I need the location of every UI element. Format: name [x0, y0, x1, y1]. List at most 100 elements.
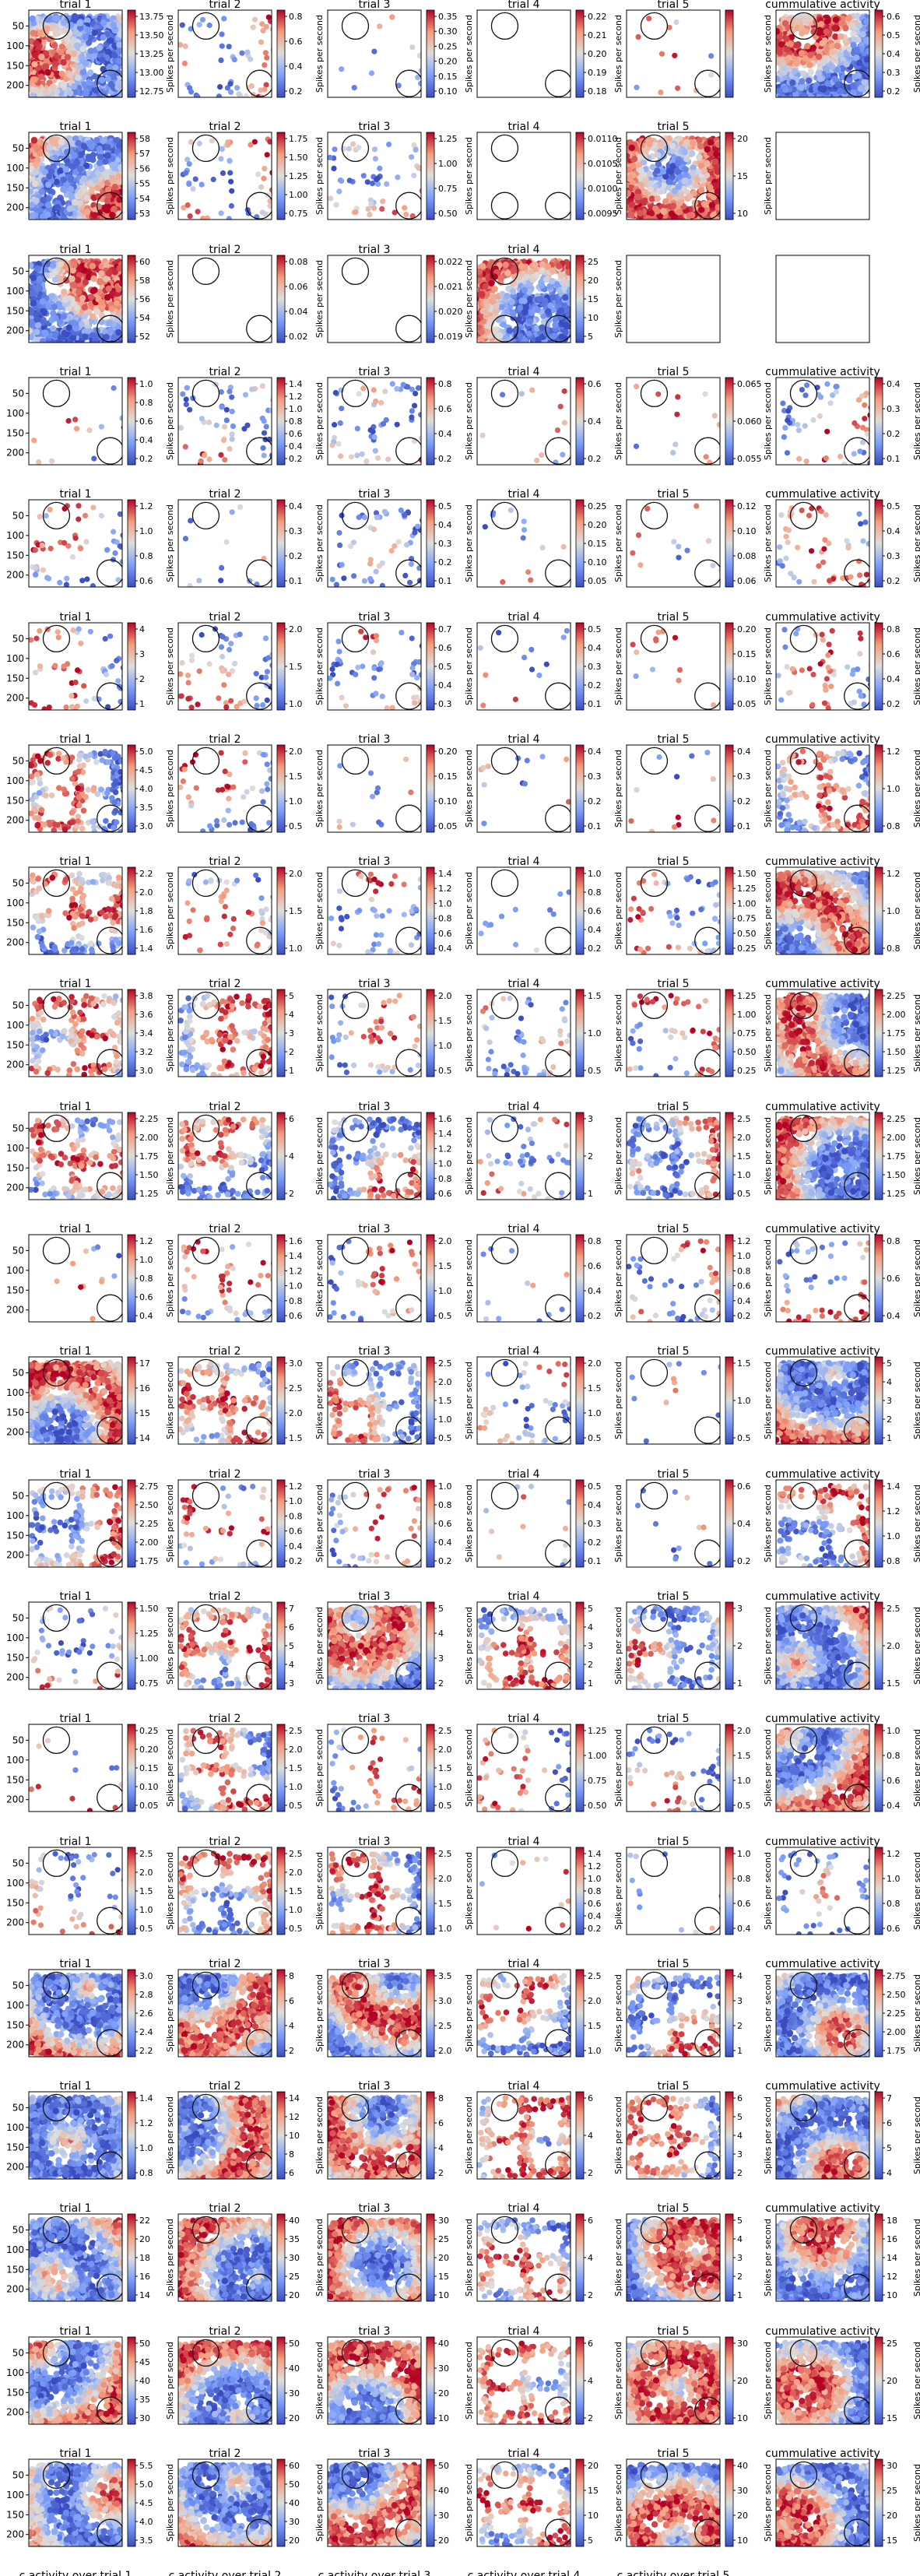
data-point: [227, 81, 233, 86]
data-point: [336, 188, 342, 194]
axes-frame: [477, 10, 571, 97]
data-point: [218, 156, 223, 161]
data-point: [104, 170, 110, 176]
data-point: [104, 198, 111, 204]
data-point: [37, 23, 44, 30]
data-point: [856, 60, 862, 66]
data-point: [58, 49, 64, 55]
subplot-r1-c2: trial 20.20.40.60.8 Spikes per second: [177, 0, 325, 100]
colorbar-tick-label: 1.00: [438, 159, 458, 169]
data-point: [248, 57, 253, 62]
data-point: [211, 177, 216, 182]
data-point: [38, 54, 44, 60]
data-point: [30, 30, 37, 36]
data-point: [262, 166, 267, 171]
data-point: [91, 212, 97, 218]
data-point: [61, 187, 68, 193]
data-point: [365, 206, 370, 212]
data-point: [837, 33, 844, 40]
data-point: [696, 137, 702, 143]
data-point: [107, 37, 114, 44]
data-point: [89, 188, 95, 194]
data-point: [67, 90, 73, 97]
data-point: [225, 142, 230, 147]
data-point: [58, 167, 64, 174]
data-point: [93, 177, 99, 184]
data-point: [88, 47, 94, 54]
data-point: [252, 17, 258, 23]
colorbar-tick-label: 1.75: [289, 134, 308, 144]
data-point: [200, 17, 205, 23]
data-point: [855, 72, 862, 79]
data-point: [255, 171, 261, 177]
data-point: [33, 40, 39, 47]
colorbar: [128, 132, 135, 220]
data-point: [788, 40, 794, 47]
data-point: [234, 85, 240, 90]
data-point: [86, 79, 92, 86]
data-point: [659, 51, 665, 57]
data-point: [353, 209, 358, 215]
scatter-points: [491, 12, 571, 97]
data-point: [27, 188, 33, 195]
data-point: [75, 75, 81, 81]
colorbar-tick-label: 0.19: [588, 68, 607, 78]
zone-circle-alt: [491, 192, 518, 219]
colorbar-tick-label: 0.75: [289, 209, 308, 219]
colorbar-label: Spikes per second: [165, 15, 175, 93]
data-point: [183, 44, 188, 49]
data-point: [865, 85, 871, 91]
data-point: [33, 144, 39, 150]
data-point: [185, 202, 191, 208]
axes-frame: [178, 10, 272, 97]
data-point: [38, 74, 44, 80]
colorbar-tick-label: 13.50: [139, 30, 164, 40]
data-point: [43, 63, 49, 69]
data-point: [99, 77, 105, 83]
data-point: [96, 146, 102, 152]
data-point: [658, 90, 663, 95]
data-point: [107, 64, 113, 70]
data-point: [774, 28, 780, 34]
y-tick-label: 50: [12, 20, 24, 31]
data-point: [636, 34, 641, 40]
colorbar-label: Spikes per second: [165, 137, 175, 215]
colorbar-tick-label: 0.22: [588, 12, 607, 22]
data-point: [350, 142, 356, 147]
data-point: [264, 55, 269, 61]
data-point: [777, 49, 783, 55]
data-point: [697, 143, 704, 149]
data-point: [61, 59, 67, 65]
data-point: [82, 33, 88, 40]
scatter-points: [26, 12, 128, 100]
data-point: [75, 140, 81, 146]
data-point: [58, 139, 65, 145]
data-point: [782, 86, 788, 93]
data-point: [97, 160, 103, 166]
data-point: [195, 209, 201, 214]
data-point: [789, 79, 795, 86]
data-point: [265, 152, 270, 157]
data-point: [409, 44, 415, 50]
data-point: [91, 30, 97, 36]
data-point: [634, 85, 639, 90]
data-point: [83, 88, 90, 94]
data-point: [850, 42, 856, 48]
data-point: [46, 173, 52, 179]
data-point: [116, 41, 122, 47]
data-point: [339, 66, 344, 72]
y-tick-label: 200: [6, 202, 24, 213]
data-point: [186, 181, 191, 187]
y-tick-label: 50: [12, 142, 24, 153]
scatter-points: [177, 12, 276, 100]
data-point: [804, 43, 810, 49]
colorbar-tick-label: 0.25: [438, 41, 458, 51]
colorbar-label: Spikes per second: [464, 15, 474, 93]
data-point: [267, 199, 272, 204]
data-point: [199, 182, 205, 188]
data-point: [44, 212, 51, 218]
data-point: [65, 43, 72, 49]
data-point: [44, 26, 50, 32]
